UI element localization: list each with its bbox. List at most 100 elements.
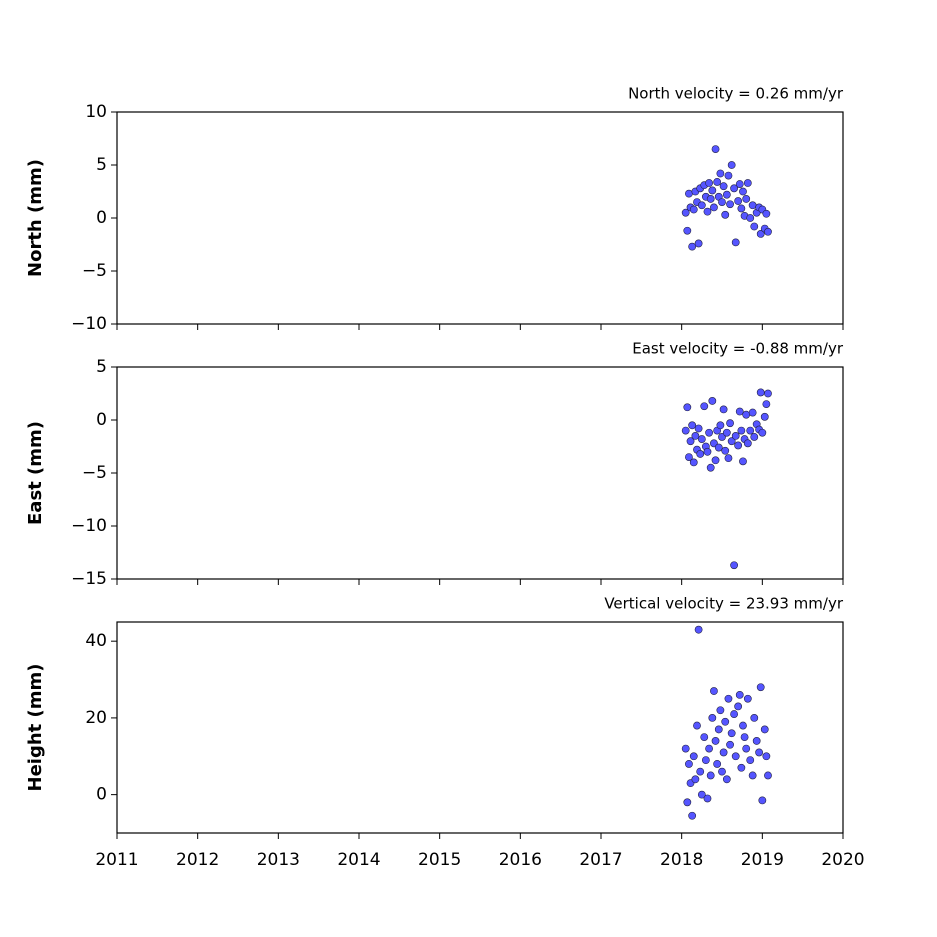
data-point [705,428,713,437]
data-point [688,811,697,820]
data-point [762,209,771,218]
y-tick-label: 0 [96,785,107,805]
data-point [722,775,731,784]
data-point [724,454,733,463]
data-point [764,771,772,780]
data-point [697,435,706,443]
data-point [691,431,700,440]
data-point [722,190,731,199]
data-point [731,431,740,440]
data-point [739,721,747,730]
data-point [701,756,710,765]
data-point [739,457,747,466]
data-point [727,729,736,738]
data-point [748,771,757,780]
panel-title: North velocity = 0.26 mm/yr [628,85,844,103]
y-tick-label: 10 [85,102,107,122]
y-tick-label: −5 [82,463,107,483]
data-point [696,767,705,776]
y-axis-label: North (mm) [25,159,46,277]
data-point [760,412,769,421]
data-point [730,710,738,718]
data-point [711,456,720,465]
panel-title: East velocity = -0.88 mm/yr [632,340,844,358]
data-point [685,189,693,198]
data-point [708,397,717,405]
data-point [713,178,722,186]
data-point [756,683,765,692]
data-point [719,748,728,757]
data-point [719,405,728,414]
data-point [685,453,693,461]
data-point [706,195,715,203]
data-point [688,421,697,430]
plot-frame [116,111,844,325]
data-point [700,733,709,741]
data-point [693,721,701,730]
data-point [688,242,697,251]
y-tick-label: 0 [96,208,107,228]
data-point [742,195,751,203]
data-point [683,403,692,412]
data-point [758,796,767,805]
data-point [750,433,759,441]
x-tick-label: 2015 [418,850,461,870]
data-point [710,687,718,695]
data-point [758,428,767,437]
data-point [743,694,752,703]
data-point [756,229,765,238]
plot-frame [116,366,844,580]
data-point [713,760,722,768]
data-point [737,426,746,435]
data-point [730,184,738,193]
data-point [727,437,736,446]
data-point [724,171,733,180]
data-point [718,198,726,206]
data-point [721,210,730,219]
data-point [705,744,713,753]
data-point [742,410,751,419]
data-point [681,208,690,217]
x-tick-label: 2019 [741,850,784,870]
y-tick-label: −5 [82,261,107,281]
data-point [716,169,725,178]
y-tick-label: 5 [96,155,107,175]
data-point [721,446,730,455]
data-point [683,226,692,235]
y-tick-label: 40 [85,631,107,651]
data-point [689,458,698,467]
data-point [683,798,692,807]
data-point [737,763,746,772]
data-point [739,187,747,196]
data-point [696,450,705,458]
data-point [748,201,757,210]
data-point [743,179,752,187]
data-point [711,737,720,745]
data-point [742,744,751,753]
data-point [706,771,715,780]
x-tick-label: 2012 [176,850,219,870]
data-point [746,426,755,435]
data-point [750,222,759,231]
data-point [746,756,755,765]
y-axis-label: East (mm) [25,421,46,525]
data-point [731,238,740,247]
data-point [755,748,764,757]
data-point [703,794,712,803]
x-tick-label: 2016 [499,850,542,870]
x-tick-label: 2014 [337,850,380,870]
data-point [716,421,725,430]
data-point [762,752,771,761]
data-point [756,388,765,397]
data-point [735,407,744,416]
data-point [734,702,743,711]
data-point [726,740,734,749]
data-point [718,767,726,776]
y-tick-label: −15 [71,569,107,589]
data-point [726,419,734,428]
data-point [714,443,723,452]
data-point [730,561,738,570]
y-tick-label: 5 [96,357,107,377]
data-point [697,201,706,210]
